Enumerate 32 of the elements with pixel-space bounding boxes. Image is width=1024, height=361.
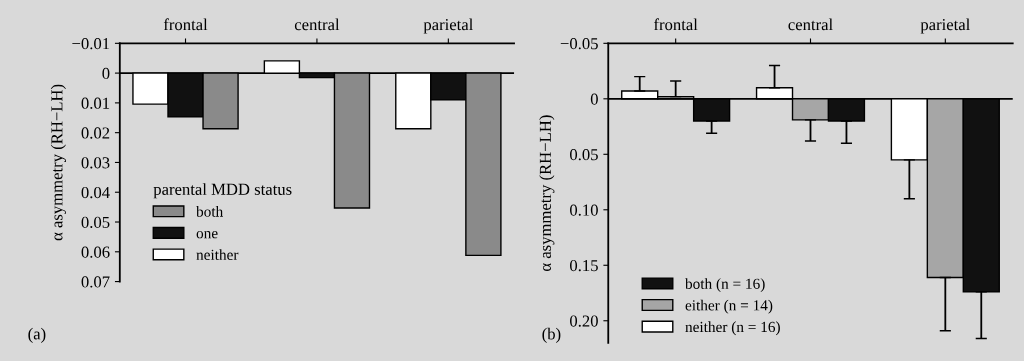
y-tick-label: −0.01 (72, 38, 110, 50)
x-tick-label: frontal (653, 18, 698, 31)
y-axis-title: α asymmetry (RH−LH) (539, 115, 555, 271)
y-tick-label: 0.03 (81, 157, 110, 169)
legend-label: either (n = 14) (685, 299, 773, 314)
text: (b) (542, 327, 561, 343)
y-tick-label: 0.10 (570, 204, 598, 216)
legend-label: neither (196, 249, 239, 260)
y-tick-label: −0.05 (560, 38, 598, 50)
legend-label: both (n = 16) (685, 278, 765, 293)
legend-label: neither (n = 16) (685, 321, 780, 336)
x-tick-label: parietal (423, 18, 473, 34)
y-axis-title: α asymmetry (RH−LH) (50, 84, 66, 241)
text: (a) (28, 327, 46, 343)
legend-label: one (196, 231, 218, 239)
y-tick-label: 0.02 (81, 127, 110, 139)
legend-label: both (196, 206, 224, 217)
x-tick-label: frontal (163, 18, 208, 31)
y-tick-label: 0 (102, 67, 110, 80)
x-tick-label: central (788, 18, 833, 31)
y-tick-label: 0.07 (81, 276, 110, 288)
y-tick-label: 0.05 (570, 148, 598, 161)
y-tick-label: 0.06 (81, 246, 110, 258)
y-tick-label: 0.15 (570, 259, 598, 272)
y-tick-label: 0 (590, 93, 598, 105)
y-tick-label: 0.01 (81, 97, 110, 109)
x-tick-label: parietal (920, 18, 970, 34)
y-tick-label: 0.20 (570, 315, 598, 327)
legend-title: parental MDD status (153, 183, 292, 199)
y-tick-label: 0.05 (81, 216, 110, 229)
x-tick-label: central (294, 18, 340, 31)
y-tick-label: 0.04 (81, 186, 110, 199)
